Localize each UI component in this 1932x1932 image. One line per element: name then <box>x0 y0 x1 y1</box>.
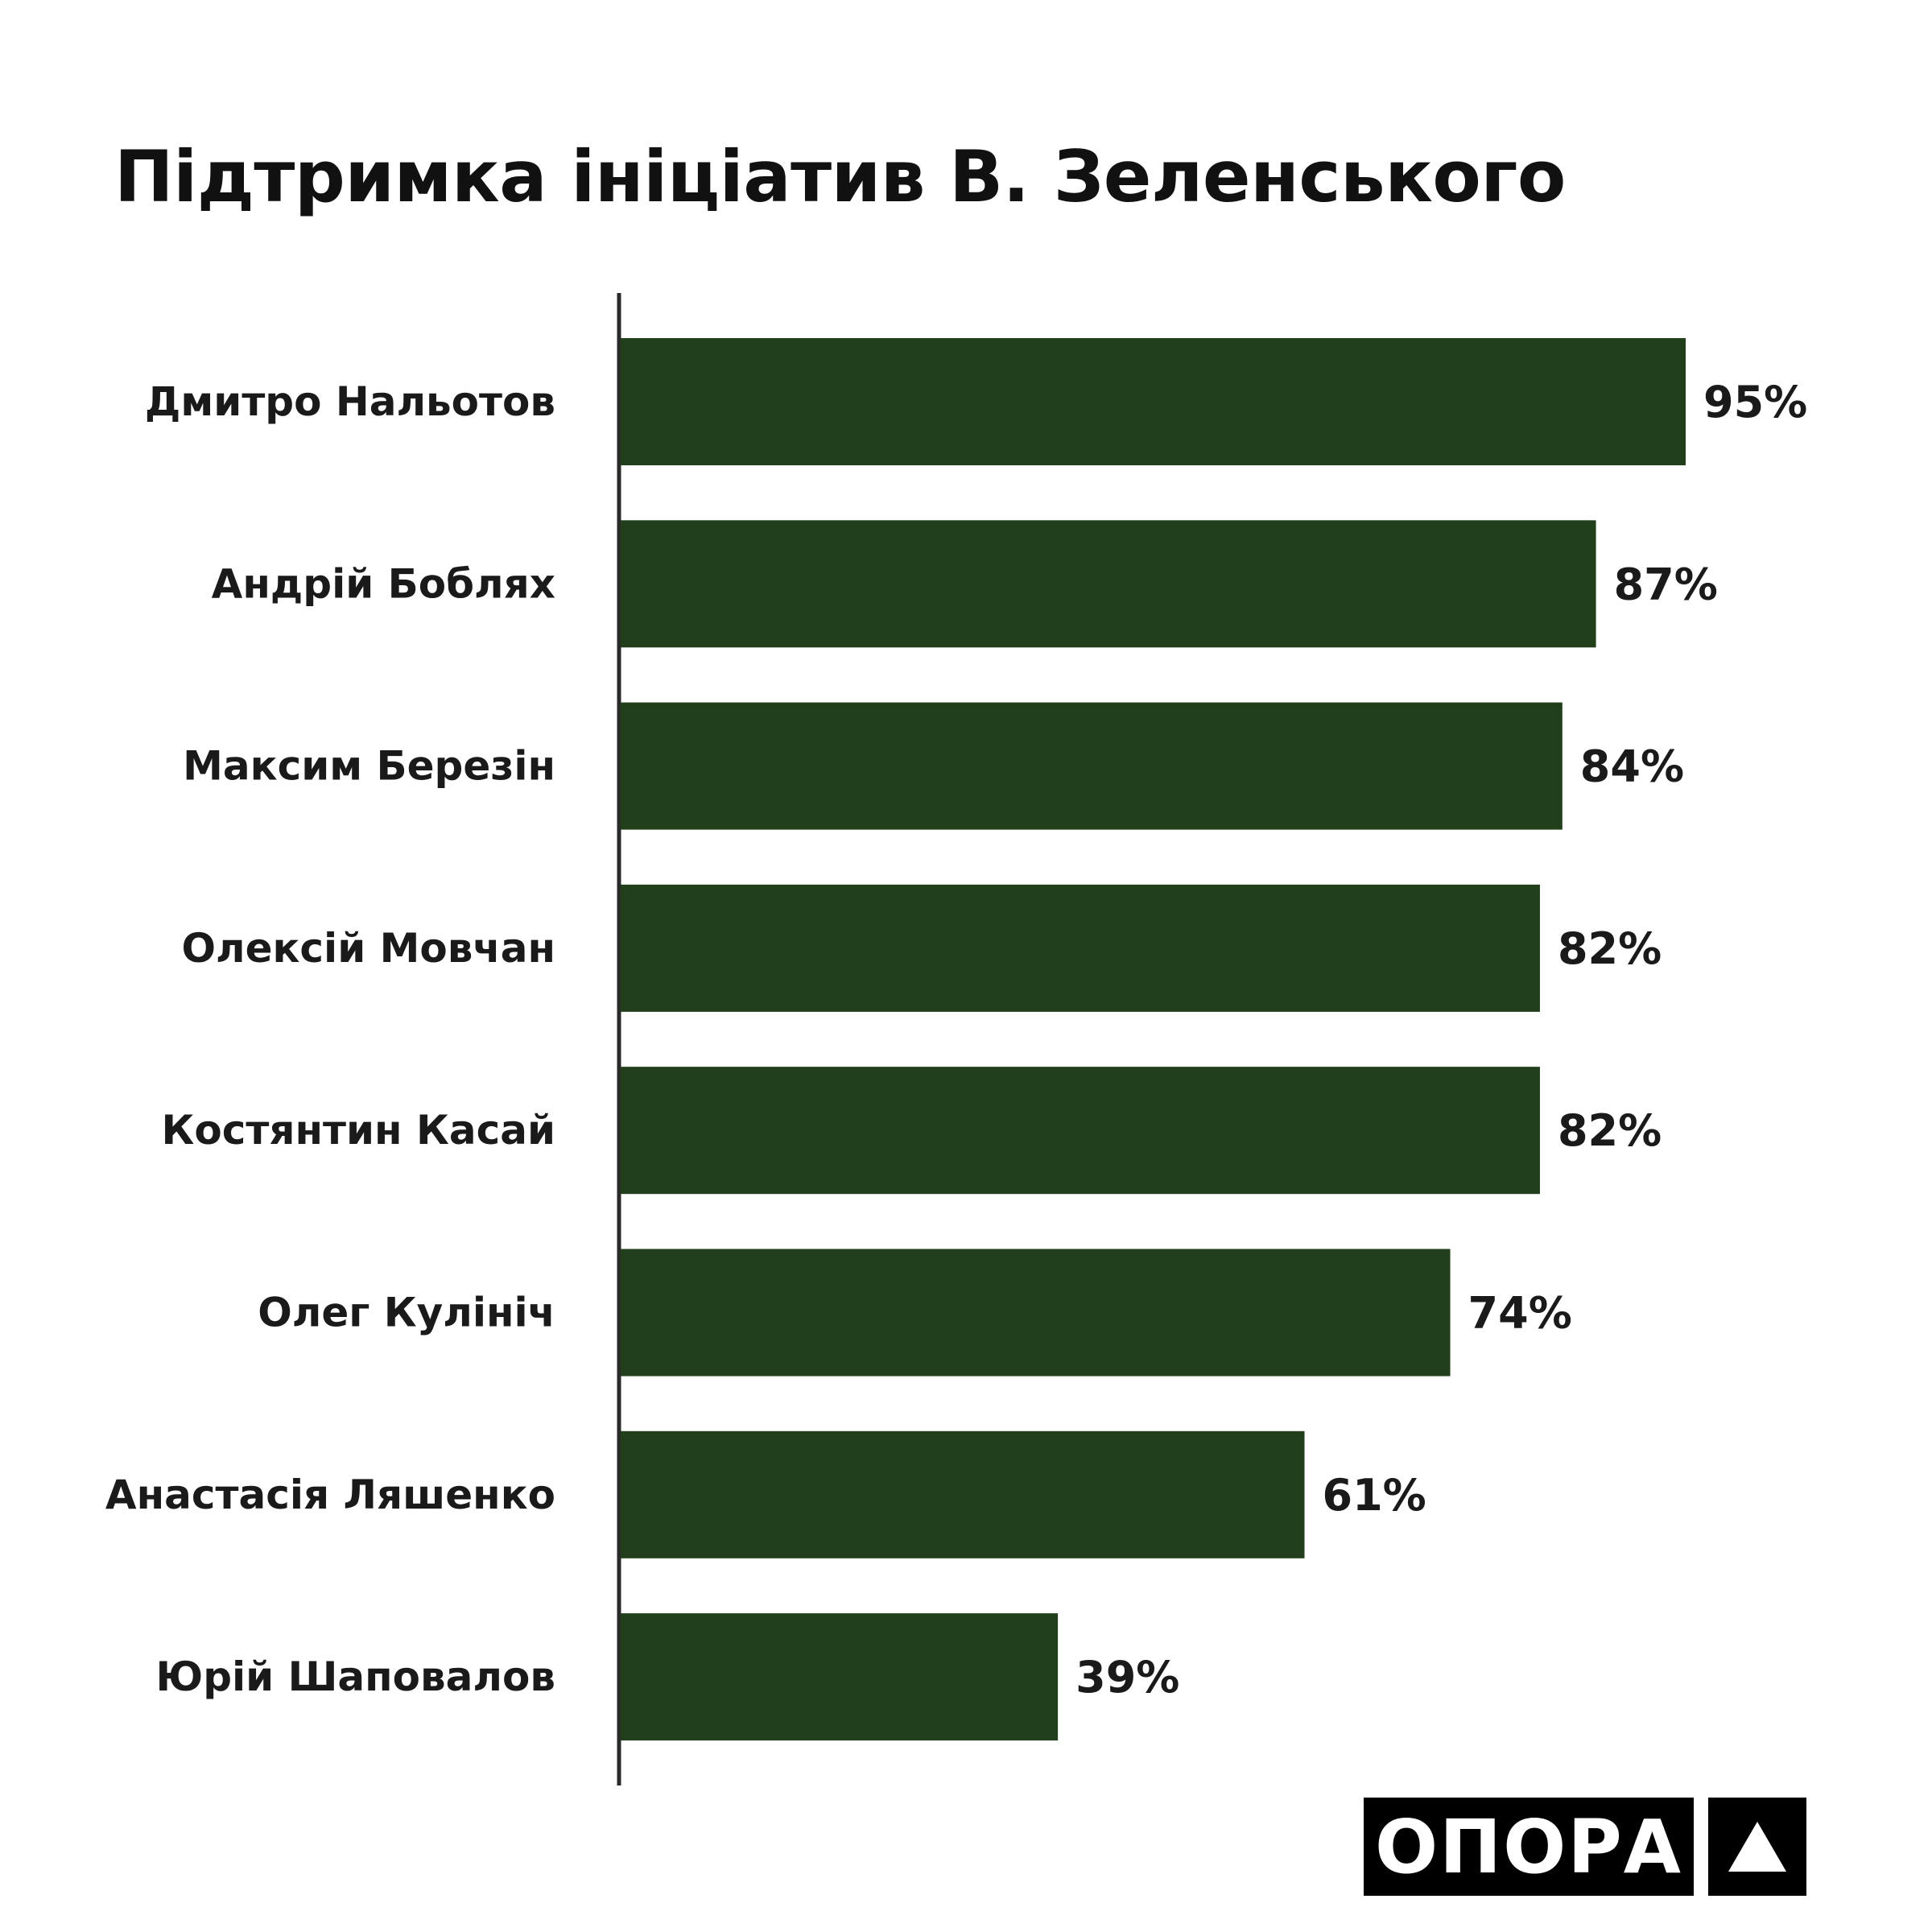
value-label: 74% <box>1468 1288 1572 1339</box>
value-label: 87% <box>1614 559 1718 609</box>
triangle-icon-shape <box>1728 1822 1786 1872</box>
category-label: Олексій Мовчан <box>181 925 555 972</box>
bar <box>621 884 1540 1012</box>
opora-logo: ОПОРА <box>1364 1798 1806 1896</box>
value-label: 95% <box>1703 377 1807 427</box>
category-label: Дмитро Нальотов <box>145 378 555 425</box>
bar <box>621 702 1563 830</box>
category-label: Андрій Боблях <box>212 560 555 607</box>
bar <box>621 1249 1451 1377</box>
bar <box>621 338 1686 465</box>
category-label: Анастасія Ляшенко <box>105 1472 555 1518</box>
chart-title: Підтримка ініціатив В. Зеленського <box>114 135 1566 218</box>
category-label: Костянтин Касай <box>162 1107 555 1154</box>
value-label: 84% <box>1580 741 1684 792</box>
category-label: Юрій Шаповалов <box>156 1653 555 1700</box>
bar <box>621 1430 1305 1558</box>
value-label: 82% <box>1558 923 1662 974</box>
triangle-icon <box>1708 1798 1806 1896</box>
bar <box>621 1067 1540 1195</box>
category-label: Максим Березін <box>183 743 555 790</box>
value-label: 39% <box>1075 1652 1179 1703</box>
value-label: 61% <box>1323 1470 1426 1521</box>
category-label: Олег Кулініч <box>258 1290 555 1336</box>
logo-wordmark: ОПОРА <box>1364 1798 1694 1896</box>
bar <box>621 520 1596 648</box>
bar <box>621 1613 1059 1741</box>
value-label: 82% <box>1558 1105 1662 1156</box>
